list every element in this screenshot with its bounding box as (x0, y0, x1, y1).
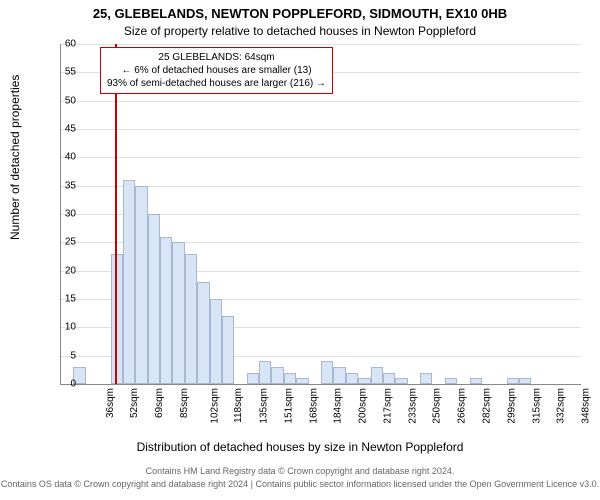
x-tick-label: 168sqm (308, 388, 319, 424)
footer-line-1: Contains HM Land Registry data © Crown c… (0, 466, 600, 476)
gridline (61, 44, 581, 45)
histogram-bar (172, 242, 184, 384)
histogram-bar (358, 378, 370, 384)
histogram-bar (259, 361, 271, 384)
x-tick-label: 200sqm (358, 388, 369, 424)
histogram-bar (470, 378, 482, 384)
x-tick-label: 217sqm (383, 388, 394, 424)
histogram-bar (123, 180, 135, 384)
y-tick-label: 15 (48, 294, 76, 305)
y-tick-label: 10 (48, 322, 76, 333)
x-tick-label: 52sqm (129, 388, 140, 418)
x-tick-label: 184sqm (333, 388, 344, 424)
gridline (61, 129, 581, 130)
y-tick-label: 0 (48, 379, 76, 390)
reference-line (115, 44, 117, 384)
histogram-bar (160, 237, 172, 384)
x-tick-label: 233sqm (407, 388, 418, 424)
title-line-1: 25, GLEBELANDS, NEWTON POPPLEFORD, SIDMO… (0, 6, 600, 21)
histogram-bar (333, 367, 345, 384)
x-tick-label: 135sqm (259, 388, 270, 424)
y-tick-label: 25 (48, 237, 76, 248)
y-tick-label: 50 (48, 95, 76, 106)
histogram-bar (346, 373, 358, 384)
gridline (61, 157, 581, 158)
x-axis-label: Distribution of detached houses by size … (0, 440, 600, 454)
histogram-bar (222, 316, 234, 384)
y-tick-label: 35 (48, 180, 76, 191)
histogram-bar (271, 367, 283, 384)
y-tick-label: 45 (48, 124, 76, 135)
annotation-line: 93% of semi-detached houses are larger (… (107, 77, 326, 90)
x-tick-label: 118sqm (233, 388, 244, 423)
y-tick-label: 30 (48, 209, 76, 220)
histogram-bar (210, 299, 222, 384)
histogram-bar (296, 378, 308, 384)
histogram-bar (321, 361, 333, 384)
histogram-bar (197, 282, 209, 384)
x-tick-label: 348sqm (581, 388, 592, 424)
x-tick-label: 151sqm (283, 388, 294, 424)
x-tick-label: 69sqm (154, 388, 165, 418)
x-tick-label: 85sqm (179, 388, 190, 418)
x-tick-label: 36sqm (105, 388, 116, 418)
histogram-bar (135, 186, 147, 384)
histogram-bar (395, 378, 407, 384)
annotation-line: ← 6% of detached houses are smaller (13) (107, 64, 326, 77)
y-tick-label: 55 (48, 67, 76, 78)
y-tick-label: 20 (48, 265, 76, 276)
y-axis-label: Number of detached properties (8, 75, 22, 240)
x-tick-label: 282sqm (482, 388, 493, 424)
annotation-line: 25 GLEBELANDS: 64sqm (107, 51, 326, 64)
histogram-bar (383, 373, 395, 384)
histogram-bar (507, 378, 519, 384)
histogram-bar (445, 378, 457, 384)
y-tick-label: 5 (48, 350, 76, 361)
y-tick-label: 60 (48, 39, 76, 50)
y-tick-label: 40 (48, 152, 76, 163)
histogram-bar (519, 378, 531, 384)
plot-area (60, 44, 581, 385)
histogram-bar (371, 367, 383, 384)
histogram-bar (247, 373, 259, 384)
x-tick-label: 250sqm (432, 388, 443, 424)
histogram-bar (148, 214, 160, 384)
x-tick-label: 299sqm (506, 388, 517, 424)
chart-container: 25, GLEBELANDS, NEWTON POPPLEFORD, SIDMO… (0, 0, 600, 500)
histogram-bar (284, 373, 296, 384)
annotation-box: 25 GLEBELANDS: 64sqm← 6% of detached hou… (100, 47, 333, 94)
histogram-bar (185, 254, 197, 384)
histogram-bar (420, 373, 432, 384)
x-tick-label: 315sqm (531, 388, 542, 424)
x-tick-label: 266sqm (457, 388, 468, 424)
footer-line-2: Contains OS data © Crown copyright and d… (0, 479, 600, 489)
gridline (61, 101, 581, 102)
title-line-2: Size of property relative to detached ho… (0, 24, 600, 38)
x-tick-label: 102sqm (209, 388, 220, 424)
x-tick-label: 332sqm (556, 388, 567, 424)
